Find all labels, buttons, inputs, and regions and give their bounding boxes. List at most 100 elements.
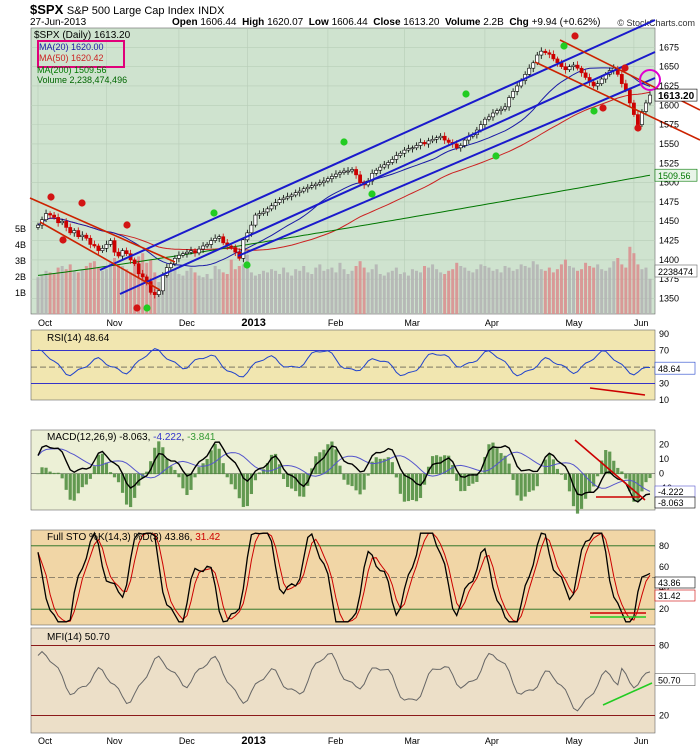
volume-bar bbox=[56, 267, 60, 314]
volume-bar bbox=[165, 275, 169, 314]
macd-hist-bar bbox=[600, 460, 604, 475]
watermark: © StockCharts.com bbox=[617, 18, 695, 28]
volume-bar bbox=[270, 269, 274, 314]
candle-body bbox=[193, 250, 197, 254]
volume-bar bbox=[463, 267, 467, 314]
macd-hist-bar bbox=[177, 473, 181, 478]
volume-bar bbox=[539, 269, 543, 314]
oscillator-tick-label: 20 bbox=[659, 711, 669, 721]
candle-body bbox=[442, 135, 447, 141]
candle-body bbox=[36, 224, 40, 228]
volume-bar bbox=[173, 269, 177, 314]
candle-body bbox=[269, 205, 274, 210]
macd-hist-bar bbox=[241, 473, 245, 507]
candle-body bbox=[394, 155, 399, 160]
candle-body bbox=[201, 245, 205, 250]
macd-hist-bar bbox=[48, 471, 52, 475]
pivot-low-dot bbox=[243, 261, 251, 269]
x-tick-label: Feb bbox=[328, 318, 344, 328]
volume-bar bbox=[266, 272, 269, 314]
volume-bar bbox=[104, 269, 108, 314]
sto-k-value: 43.86 bbox=[165, 532, 190, 543]
candle-body bbox=[595, 83, 600, 87]
macd-hist-bar bbox=[547, 454, 551, 475]
volume-bar bbox=[229, 259, 233, 314]
macd-hist-bar bbox=[507, 463, 511, 475]
macd-hist-bar bbox=[104, 462, 109, 475]
macd-hist-bar bbox=[455, 473, 459, 481]
volume-bar bbox=[475, 269, 479, 314]
candle-body bbox=[100, 247, 105, 251]
volume-bar bbox=[511, 270, 515, 314]
price-tick-label: 1350 bbox=[659, 294, 679, 304]
volume-bar bbox=[636, 264, 640, 314]
price-panel: 1350 1375 1400 1425 1450 1475 1500 1525 1550 1575… bbox=[15, 19, 700, 315]
macd-hist-bar bbox=[527, 473, 531, 492]
pivot-low-dot bbox=[560, 42, 568, 50]
candle-body bbox=[44, 213, 48, 220]
macd-hist-bar bbox=[624, 473, 628, 479]
oscillator-tick-label: 90 bbox=[659, 329, 669, 339]
macd-hist-bar bbox=[165, 458, 169, 475]
x-axis-top: Oct Nov Dec 2013 Feb Mar Apr May Jun bbox=[38, 317, 648, 329]
candle-body bbox=[458, 145, 463, 149]
volume-bar bbox=[523, 266, 527, 314]
macd-hist-bar bbox=[374, 457, 378, 475]
macd-hist-bar bbox=[72, 473, 76, 501]
volume-tick-label: 5B bbox=[15, 224, 26, 234]
volume-bar bbox=[330, 267, 334, 314]
candle-body bbox=[205, 244, 210, 247]
volume-bar bbox=[72, 270, 76, 314]
candle-body bbox=[398, 152, 403, 156]
candle-body bbox=[317, 182, 322, 185]
macd-value: -8.063 bbox=[119, 432, 148, 443]
volume-bar bbox=[286, 272, 290, 314]
macd-hist-bar bbox=[261, 469, 266, 475]
candle-body bbox=[354, 169, 358, 176]
macd-hist-bar bbox=[225, 473, 229, 478]
candle-body bbox=[313, 183, 318, 186]
macd-hist-bar bbox=[169, 466, 173, 475]
candle-body bbox=[483, 118, 487, 125]
pivot-high-dot bbox=[571, 32, 579, 40]
candle-body bbox=[547, 52, 552, 55]
uptrend-channel-lower bbox=[237, 77, 656, 257]
macd-hist-bar bbox=[298, 473, 302, 497]
macd-hist-bar bbox=[189, 473, 193, 490]
volume-bar bbox=[439, 272, 443, 314]
macd-hist-bar bbox=[583, 473, 588, 499]
volume-bar bbox=[451, 269, 455, 314]
macd-hist-bar bbox=[88, 473, 92, 479]
macd-hist-bar bbox=[318, 452, 322, 475]
macd-hist-bar bbox=[112, 473, 117, 478]
rsi-title: RSI(14) 48.64 bbox=[47, 333, 110, 344]
candle-body bbox=[181, 253, 185, 256]
volume-bar bbox=[185, 270, 189, 314]
macd-hist-bar bbox=[608, 451, 612, 475]
macd-hist-bar bbox=[648, 473, 652, 479]
macd-hist-bar bbox=[596, 473, 600, 477]
candle-body bbox=[209, 240, 214, 245]
macd-hist-bar bbox=[92, 466, 96, 475]
volume-bar bbox=[443, 274, 447, 314]
volume-bar bbox=[547, 267, 551, 314]
volume-bar bbox=[177, 274, 181, 314]
volume-bar bbox=[221, 272, 225, 314]
volume-bar bbox=[322, 270, 326, 314]
volume-bar bbox=[394, 267, 398, 314]
macd-hist-bar bbox=[56, 472, 60, 475]
macd-hist-bar bbox=[588, 473, 592, 492]
volume-bar bbox=[282, 267, 286, 314]
macd-hist-bar bbox=[644, 473, 648, 483]
macd-line bbox=[37, 441, 651, 503]
volume-bar bbox=[294, 269, 298, 314]
macd-hist-bar bbox=[362, 473, 366, 490]
volume-bar bbox=[535, 264, 539, 314]
macd-hist-bar bbox=[137, 473, 141, 486]
mfi-last-tag bbox=[654, 673, 696, 686]
candle-body bbox=[277, 199, 282, 203]
volume-bar bbox=[632, 253, 636, 314]
volume-bar bbox=[604, 270, 608, 314]
ma200-line bbox=[37, 174, 651, 276]
candle-body bbox=[88, 237, 93, 245]
